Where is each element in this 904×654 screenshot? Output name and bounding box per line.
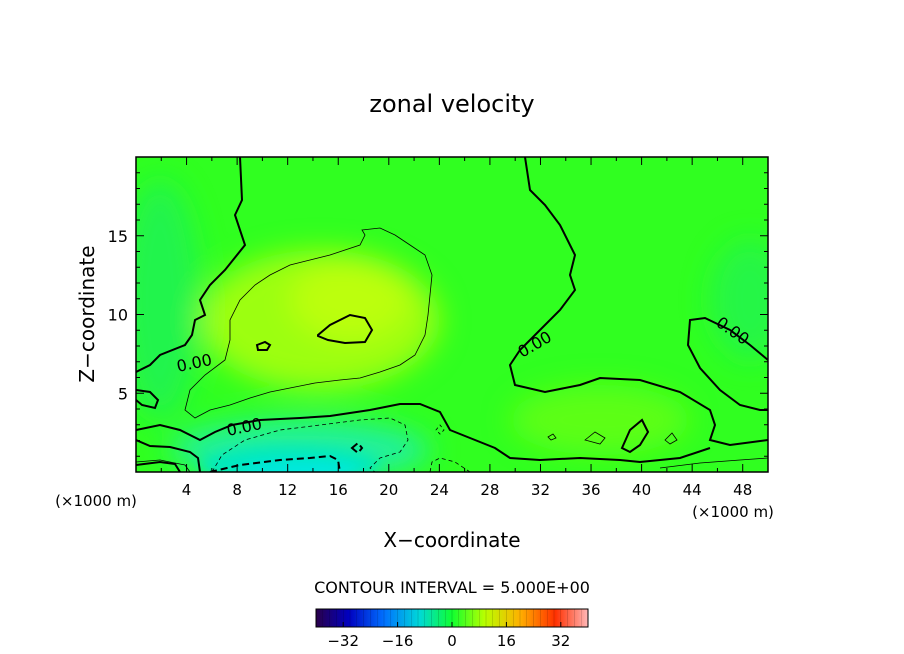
x-unit-right: (×1000 m): [692, 503, 774, 521]
x-tick-label: 32: [531, 481, 550, 499]
chart-title: zonal velocity: [369, 90, 534, 118]
x-tick-label: 44: [683, 481, 702, 499]
x-tick-label: 8: [232, 481, 242, 499]
x-axis: 4 8 12 16 20 24 28 32 36 40 44 48: [160, 157, 752, 499]
positive-contours: [136, 227, 768, 472]
extra-dots: [435, 424, 445, 435]
negative-contours: [211, 417, 471, 472]
x-tick-label: 24: [430, 481, 449, 499]
colorbar: −32 −16 0 16 32: [315, 608, 589, 650]
x-tick-label: 4: [182, 481, 192, 499]
x-unit-left: (×1000 m): [55, 492, 137, 510]
y-tick-label: 15: [108, 227, 128, 246]
x-tick-label: 48: [733, 481, 752, 499]
x-tick-label: 16: [329, 481, 348, 499]
colorbar-tick-label: 16: [497, 632, 516, 650]
y-axis: 5 10 15: [108, 172, 768, 457]
x-tick-label: 36: [581, 481, 600, 499]
x-axis-label: X−coordinate: [383, 528, 520, 552]
y-axis-label: Z−coordinate: [75, 245, 99, 382]
x-tick-label: 40: [632, 481, 651, 499]
x-tick-label: 12: [278, 481, 297, 499]
zero-contours: [136, 157, 768, 472]
plot-area: [136, 157, 768, 472]
x-tick-label: 20: [379, 481, 398, 499]
colorbar-tick-label: −32: [327, 632, 359, 650]
negative-contour-10: [209, 441, 364, 472]
colorbar-tick-label: 0: [447, 632, 457, 650]
colorbar-tick-label: 32: [551, 632, 570, 650]
field-shading-low: [200, 447, 380, 472]
colorbar-tick-label: −16: [382, 632, 414, 650]
contour-interval: CONTOUR INTERVAL = 5.000E+00: [314, 578, 590, 597]
colorbar-ticks: −32 −16 0 16 32: [327, 622, 570, 650]
y-tick-label: 10: [108, 306, 128, 325]
x-tick-label: 28: [480, 481, 499, 499]
y-tick-label: 5: [118, 384, 128, 403]
